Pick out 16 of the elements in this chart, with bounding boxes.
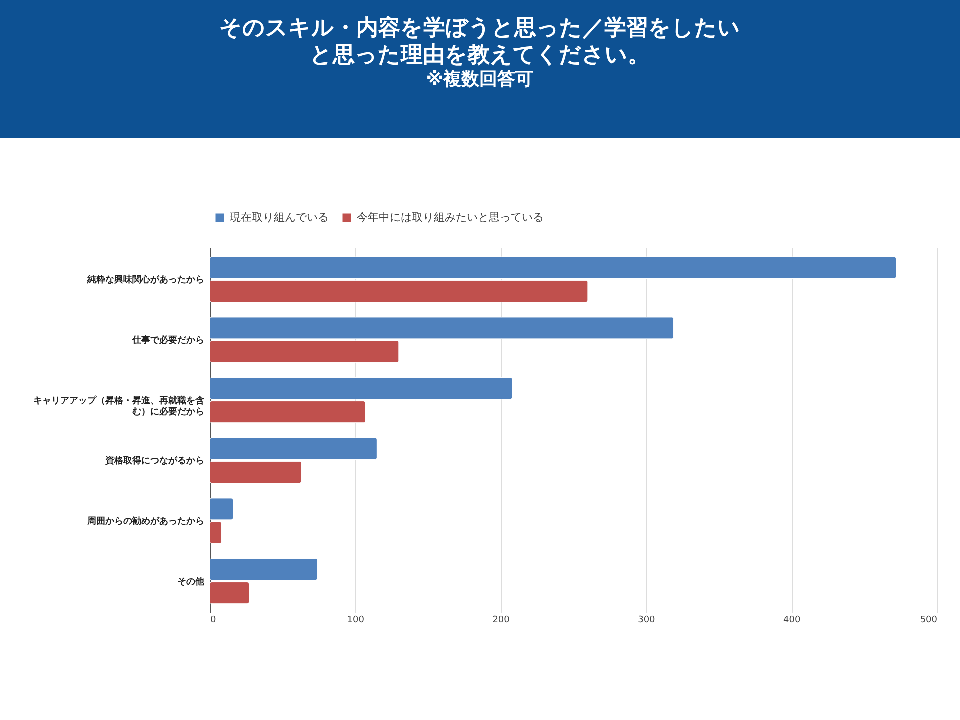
x-tick-label: 500 [920,616,938,626]
chart-title: そのスキル・内容を学ぼうと思った／学習をしたいと思った理由を教えてください。 [220,15,740,68]
x-tick-label: 200 [492,616,510,626]
legend-label: 今年中には取り組みたいと思っている [357,211,544,224]
chart-subtitle: ※複数回答可 [426,69,534,90]
y-tick-label: 仕事で必要だから [132,335,204,346]
x-tick-label: 100 [347,616,365,626]
y-tick-label: キャリアアップ（昇格・昇進、再就職を含む）に必要だから [34,395,204,418]
y-tick-label: その他 [178,576,206,588]
x-tick-label: 400 [784,616,801,626]
y-tick-label: 純粋な興味関心があったから [86,274,204,286]
y-tick-label: 周囲からの勧めがあったから [86,516,204,527]
y-tick-label: 資格取得につながるから [104,456,204,467]
x-tick-label: 300 [638,616,656,626]
x-tick-label: 0 [210,616,216,626]
legend-label: 現在取り組んでいる [230,211,329,224]
